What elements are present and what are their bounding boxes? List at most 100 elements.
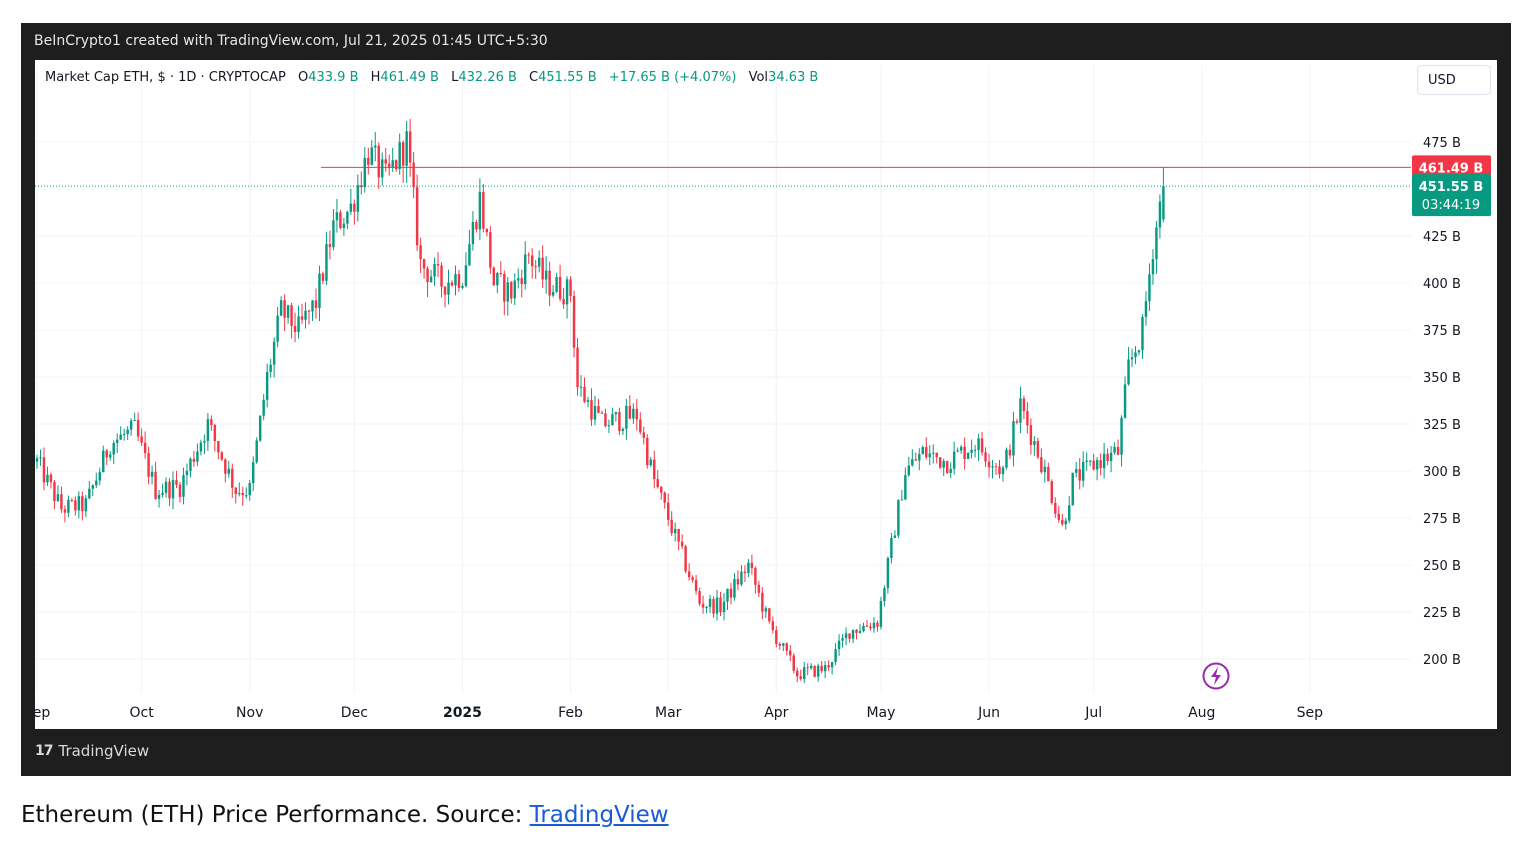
candle-body <box>691 577 694 581</box>
candle-body <box>1026 411 1029 426</box>
figure-caption: Ethereum (ETH) Price Performance. Source… <box>21 802 669 828</box>
candle-body <box>987 461 991 468</box>
change-value: +17.65 B (+4.07%) <box>608 70 737 85</box>
candle-body <box>778 644 782 646</box>
x-tick-label: 2025 <box>443 705 482 721</box>
candle-body <box>297 316 300 333</box>
candle-body <box>1120 417 1123 455</box>
price-chart[interactable]: 475 B 425 B 400 B 375 B 350 B 325 B 300 B 275 B… <box>24 60 1497 729</box>
x-axis: Sep Oct Nov Dec 2025 Feb Mar Apr May Jun Jul Aug Sep <box>24 705 1323 721</box>
candle-body <box>928 453 931 458</box>
candle-body <box>189 458 192 471</box>
candle-body <box>809 665 813 669</box>
candle-body <box>527 254 530 256</box>
candle-body <box>911 459 914 466</box>
candle-body <box>851 629 855 639</box>
candle-body <box>757 584 761 593</box>
candle-body <box>1040 457 1043 473</box>
candle-body <box>157 494 161 499</box>
y-tick-label: 375 B <box>1423 324 1461 339</box>
candle-body <box>830 661 834 668</box>
y-tick-label: 425 B <box>1423 230 1461 245</box>
candle-body <box>844 633 848 639</box>
candle-body <box>925 447 928 458</box>
candle-body <box>1141 316 1144 351</box>
candle-body <box>238 493 241 495</box>
brand-name: TradingView <box>58 742 150 760</box>
candle-body <box>70 499 74 501</box>
candle-body <box>1095 460 1099 470</box>
volume-value: 34.63 B <box>768 70 819 85</box>
candle-body <box>171 480 175 499</box>
candle-body <box>196 451 199 462</box>
open-label: O <box>297 70 309 85</box>
candle-body <box>279 300 283 316</box>
candle-body <box>53 482 56 501</box>
candle-body <box>1043 466 1047 473</box>
candle-body <box>1144 301 1148 317</box>
candle-body <box>401 142 405 166</box>
candle-body <box>747 562 750 574</box>
candle-body <box>572 296 576 348</box>
candle-body <box>258 415 262 441</box>
candle-body <box>426 268 429 283</box>
close-label: C <box>529 70 539 85</box>
candle-body <box>217 441 220 453</box>
candle-body <box>1162 186 1165 220</box>
candle-body <box>88 488 91 499</box>
candle-body <box>290 305 293 326</box>
currency-button[interactable]: USD <box>1417 65 1491 95</box>
candle-body <box>754 567 757 585</box>
candle-body <box>143 442 147 454</box>
candle-body <box>304 310 307 320</box>
candle-body <box>1022 398 1026 412</box>
candle-body <box>789 650 792 656</box>
candle-body <box>1085 460 1088 462</box>
caption-source-link[interactable]: TradingView <box>529 802 669 828</box>
candle-body <box>541 257 544 280</box>
candle-body <box>649 459 652 466</box>
candle-body <box>904 475 907 500</box>
y-axis: 475 B 425 B 400 B 375 B 350 B 325 B 300 B 275 B… <box>1423 136 1461 668</box>
candle-body <box>524 254 527 285</box>
low-label: L <box>451 70 459 85</box>
candle-body <box>307 310 311 312</box>
candle-body <box>1130 357 1134 360</box>
candle-body <box>611 414 614 426</box>
candle-body <box>293 325 297 333</box>
candle-body <box>1148 274 1151 302</box>
last-price-label: 451.55 B <box>1419 180 1484 195</box>
candle-body <box>387 163 391 168</box>
candle-body <box>391 160 394 168</box>
candle-body <box>234 487 237 494</box>
candle-body <box>475 221 478 230</box>
candle-body <box>164 481 168 493</box>
candle-body <box>942 460 945 468</box>
candle-body <box>67 499 70 513</box>
candle-body <box>520 278 523 285</box>
candle-body <box>318 273 321 309</box>
candle-body <box>39 457 42 459</box>
candle-body <box>792 655 795 671</box>
candle-body <box>199 442 203 452</box>
candle-body <box>823 665 827 672</box>
candle-body <box>332 220 335 248</box>
tradingview-brand[interactable]: 17 TradingView <box>35 742 149 760</box>
candle-body <box>862 625 865 632</box>
candle-body <box>140 436 143 443</box>
candle-body <box>454 274 457 286</box>
candle-body <box>112 442 115 455</box>
lightning-icon[interactable] <box>1202 662 1230 690</box>
candle-body <box>227 468 231 474</box>
candle-body <box>342 223 346 228</box>
chart-area[interactable]: 475 B 425 B 400 B 375 B 350 B 325 B 300 B 275 B… <box>24 60 1497 729</box>
symbol-title[interactable]: Market Cap ETH, $ · 1D · CRYPTOCAP <box>45 70 286 85</box>
candle-body <box>952 451 956 469</box>
y-tick-label: 275 B <box>1423 512 1461 527</box>
candle-body <box>771 621 775 631</box>
candle-body <box>482 191 485 229</box>
candle-body <box>251 462 255 484</box>
candle-body <box>886 557 890 588</box>
candle-body <box>398 142 401 170</box>
candle-body <box>705 606 708 608</box>
